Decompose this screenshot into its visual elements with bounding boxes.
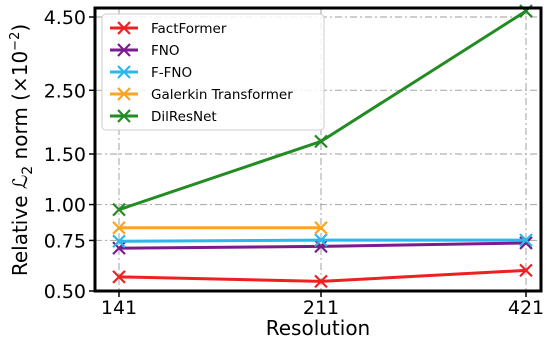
data-point-galerkin-transformer xyxy=(314,221,328,235)
y-tick-label: 0.50 xyxy=(44,281,86,303)
y-tick-label: 1.00 xyxy=(44,195,86,217)
y-tick-label: 4.50 xyxy=(44,7,86,29)
data-point-f-fno xyxy=(314,233,328,247)
legend-marker-factformer xyxy=(117,21,131,35)
legend-marker-dilresnet xyxy=(117,109,131,123)
y-axis-ticks: 0.50 0.75 1.00 1.50 2.50 4.50 xyxy=(44,7,95,303)
data-point-f-fno xyxy=(112,234,126,249)
data-point-galerkin-transformer xyxy=(112,221,126,235)
legend-marker-galerkin-transformer xyxy=(117,87,131,101)
legend-box xyxy=(101,13,325,131)
x-tick-label: 421 xyxy=(508,297,544,319)
legend-label-factformer: FactFormer xyxy=(151,21,227,37)
data-point-dilresnet xyxy=(112,202,126,217)
x-axis-label: Resolution xyxy=(266,316,371,339)
y-tick-label: 1.50 xyxy=(44,144,86,166)
data-point-fno xyxy=(314,239,328,254)
legend-label-galerkin-transformer: Galerkin Transformer xyxy=(151,87,293,103)
legend-marker-fno xyxy=(117,43,131,57)
y-tick-label: 0.75 xyxy=(44,230,86,252)
x-tick-label: 211 xyxy=(303,297,339,319)
y-axis-label: Relative ℒ2 norm (×10−2) xyxy=(8,24,36,276)
legend-label-f-fno: F-FNO xyxy=(151,65,192,81)
data-point-factformer xyxy=(519,263,533,278)
data-point-factformer xyxy=(112,270,126,284)
legend-label-dilresnet: DilResNet xyxy=(151,109,217,125)
data-point-factformer xyxy=(314,274,328,289)
legend-label-fno: FNO xyxy=(151,43,180,59)
data-point-f-fno xyxy=(519,233,533,247)
x-axis-ticks: 141 211 421 xyxy=(101,291,544,319)
legend-marker-f-fno xyxy=(117,65,131,79)
data-point-dilresnet xyxy=(314,134,328,149)
x-tick-label: 141 xyxy=(101,297,137,319)
legend: FactFormer FNO F-FNO Galerkin Transformer Di… xyxy=(101,13,325,131)
plot-frame xyxy=(93,6,543,293)
y-tick-label: 2.50 xyxy=(44,80,86,102)
